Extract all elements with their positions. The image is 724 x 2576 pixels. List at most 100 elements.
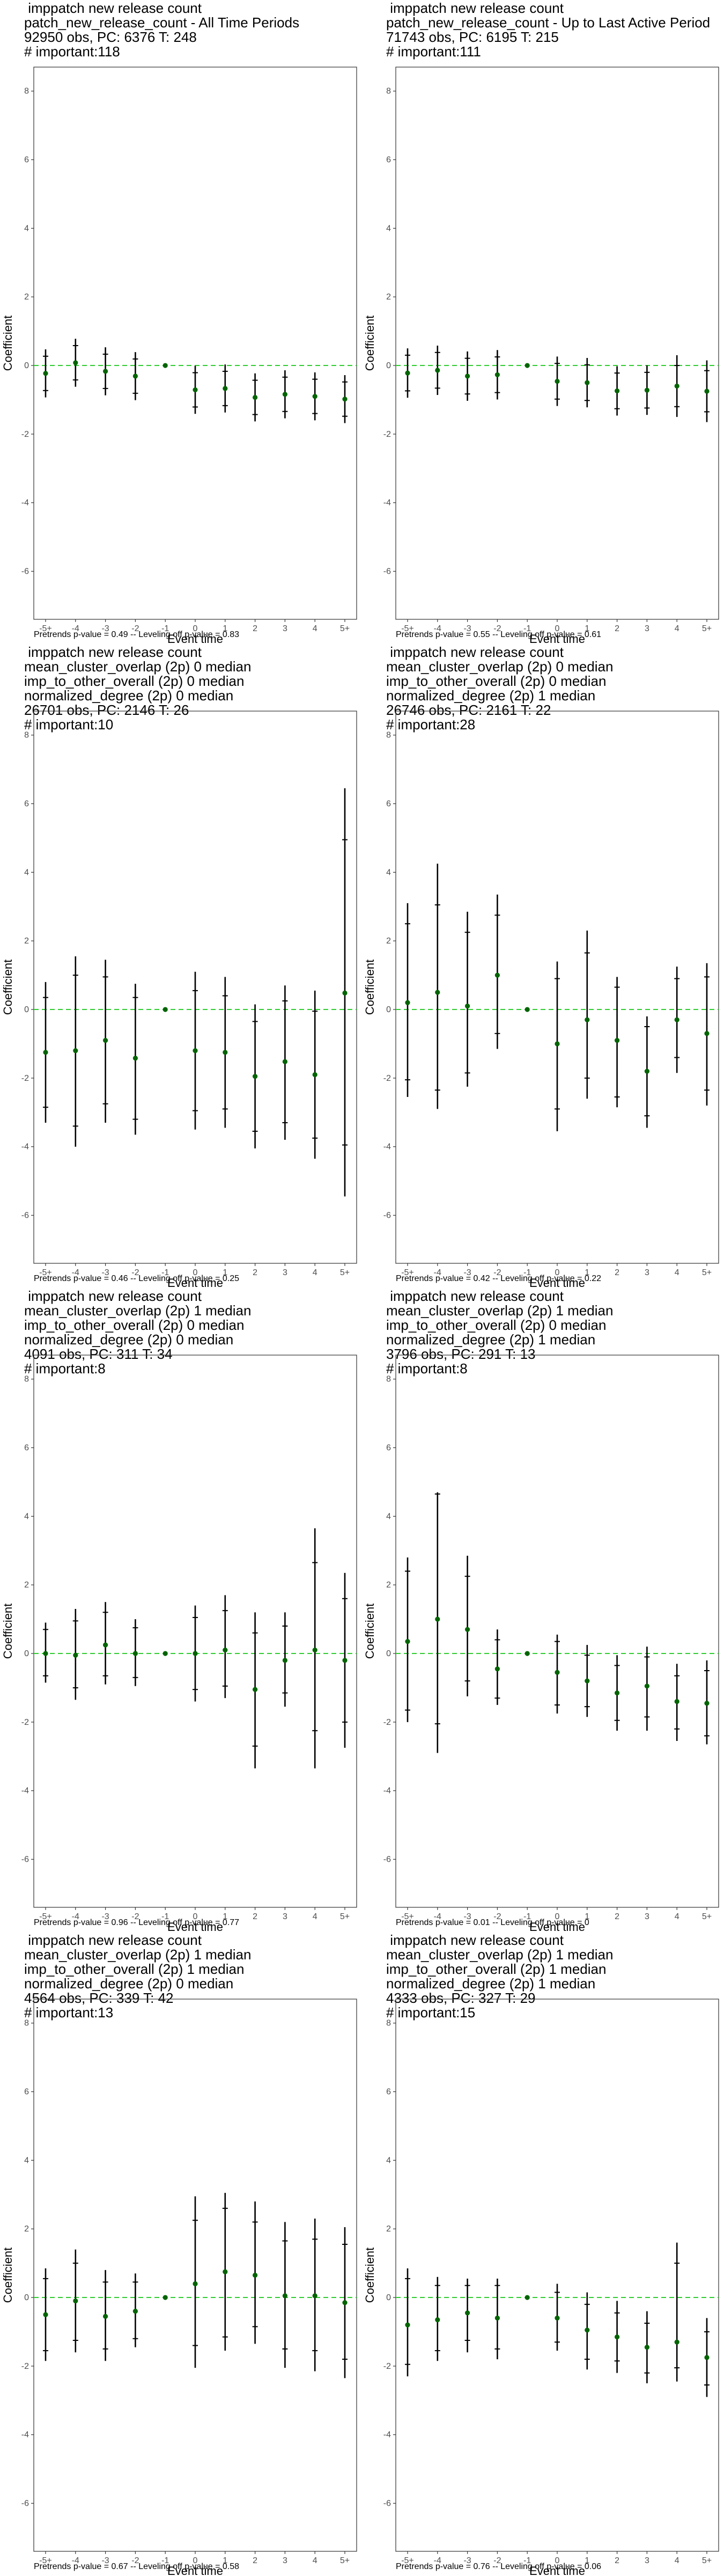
chart-title-line: normalized_degree (2p) 0 median (24, 1331, 234, 1348)
x-axis-title: Event time (529, 632, 585, 644)
chart-plot: -6 -4 -2 0 2 4 6 8 -5+ -4 -3 -2 -1 0 1 2 3 4 5+ Event time C… (1, 1999, 357, 2576)
chart-title-line: imppatch new release count (24, 0, 202, 16)
coefficient-point (103, 1037, 108, 1043)
x-tick-label: -1 (523, 2556, 531, 2565)
coefficient-point (312, 1648, 317, 1653)
coefficient-point (342, 990, 348, 996)
x-tick-label: 0 (193, 2556, 198, 2565)
coefficient-point (43, 371, 48, 376)
y-tick-label: 2 (386, 292, 391, 302)
event-study-panel-2: imppatch new release count patch_new_rele… (362, 0, 724, 644)
chart-title-line: 4333 obs, PC: 327 T: 29 (386, 1990, 536, 2006)
x-tick-label: -5+ (39, 1268, 52, 1277)
coefficient-point (585, 1017, 590, 1022)
y-tick-label: 0 (386, 361, 391, 370)
y-tick-label: -4 (21, 1143, 29, 1152)
coefficient-point (704, 2355, 710, 2360)
coefficient-point (223, 386, 228, 391)
x-tick-label: -1 (161, 1912, 169, 1921)
x-tick-label: -2 (493, 624, 501, 633)
x-axis-title: Event time (167, 2564, 223, 2576)
x-tick-label: -5+ (39, 1912, 52, 1921)
x-tick-label: 1 (585, 624, 589, 633)
y-tick-label: 2 (24, 2224, 29, 2234)
coefficient-point (405, 1000, 410, 1005)
y-tick-label: -4 (21, 499, 29, 508)
chart-title-line: mean_cluster_overlap (2p) 0 median (24, 658, 252, 675)
x-tick-label: -3 (101, 1268, 109, 1277)
coefficient-point (223, 1648, 228, 1653)
chart-title-line: imp_to_other_overall (2p) 0 median (24, 673, 245, 689)
coefficient-point (615, 1690, 620, 1696)
coefficient-point (555, 1670, 560, 1675)
coefficient-point (435, 990, 440, 995)
coefficient-point (524, 363, 530, 368)
y-tick-label: -6 (21, 1855, 29, 1864)
coefficient-point (674, 383, 679, 389)
coefficient-point (132, 1056, 138, 1061)
x-tick-label: -4 (72, 624, 79, 633)
coefficient-point (555, 378, 560, 384)
y-tick-label: 8 (24, 1375, 29, 1384)
coefficient-point (342, 2300, 348, 2306)
coefficient-point (674, 1699, 679, 1704)
chart-title-line: normalized_degree (2p) 1 median (386, 687, 596, 704)
y-tick-label: -2 (383, 1074, 391, 1083)
y-tick-label: 0 (24, 1005, 29, 1014)
y-tick-label: -6 (383, 1211, 391, 1220)
event-study-panel-4: imppatch new release count mean_cluster_o… (362, 644, 724, 1288)
x-tick-label: -2 (493, 2556, 501, 2565)
chart-plot: -6 -4 -2 0 2 4 6 8 -5+ -4 -3 -2 -1 0 1 2 3 4 5+ Event time C… (1, 67, 357, 644)
coefficient-point (644, 1069, 649, 1074)
y-tick-label: -2 (383, 430, 391, 439)
chart-title-line: imppatch new release count (386, 1288, 564, 1304)
x-tick-label: 3 (283, 2556, 287, 2565)
chart-title-line: # important:28 (386, 716, 476, 733)
y-tick-label: 8 (24, 731, 29, 740)
coefficient-point (615, 1037, 620, 1043)
y-tick-label: 0 (24, 2293, 29, 2302)
y-tick-label: 6 (24, 1444, 29, 1453)
chart-plot: -6 -4 -2 0 2 4 6 8 -5+ -4 -3 -2 -1 0 1 2 3 4 5+ Event time C… (363, 1355, 719, 1932)
y-tick-label: 8 (386, 731, 391, 740)
chart-title: imppatch new release count patch_new_rele… (386, 1, 710, 59)
y-tick-label: -2 (21, 2362, 29, 2371)
x-tick-label: -5+ (401, 624, 414, 633)
chart-title-line: imp_to_other_overall (2p) 1 median (386, 1961, 607, 1977)
y-tick-label: -2 (383, 2362, 391, 2371)
x-tick-label: 3 (645, 2556, 649, 2565)
x-tick-label: 4 (675, 624, 679, 633)
chart-title-line: normalized_degree (2p) 0 median (24, 1975, 234, 1992)
chart-title: imppatch new release count patch_new_rele… (24, 1, 299, 59)
coefficient-point (524, 2295, 530, 2300)
chart-plot: -6 -4 -2 0 2 4 6 8 -5+ -4 -3 -2 -1 0 1 2 3 4 5+ Event time C… (1, 1355, 357, 1932)
chart-title-line: # important:13 (24, 2004, 114, 2021)
y-tick-label: -6 (21, 1211, 29, 1220)
coefficient-point (342, 1658, 348, 1663)
coefficient-point (282, 392, 288, 397)
x-tick-label: -1 (161, 1268, 169, 1277)
x-tick-label: -1 (161, 2556, 169, 2565)
chart-plot: -6 -4 -2 0 2 4 6 8 -5+ -4 -3 -2 -1 0 1 2 3 4 5+ Event time C… (363, 1999, 719, 2576)
y-tick-label: 8 (386, 1375, 391, 1384)
chart-title-line: 26701 obs, PC: 2146 T: 26 (24, 702, 189, 718)
coefficient-point (103, 1642, 108, 1648)
chart-title-line: imp_to_other_overall (2p) 0 median (386, 673, 607, 689)
x-tick-label: 4 (313, 2556, 317, 2565)
chart-title-line: # important:15 (386, 2004, 476, 2021)
coefficient-point (43, 2312, 48, 2317)
x-tick-label: -4 (72, 1268, 79, 1277)
y-tick-label: 2 (386, 2224, 391, 2234)
y-tick-label: 6 (386, 156, 391, 165)
y-tick-label: 4 (24, 868, 29, 877)
chart-title-line: imp_to_other_overall (2p) 0 median (24, 1317, 245, 1333)
x-tick-label: -5+ (39, 624, 52, 633)
coefficient-point (585, 2328, 590, 2333)
chart-title-line: 4564 obs, PC: 339 T: 42 (24, 1990, 174, 2006)
chart-title-line: imp_to_other_overall (2p) 1 median (24, 1961, 245, 1977)
coefficient-point (435, 2317, 440, 2323)
x-tick-label: -2 (131, 1912, 139, 1921)
chart-title-line: mean_cluster_overlap (2p) 0 median (386, 658, 614, 675)
chart-plot: -6 -4 -2 0 2 4 6 8 -5+ -4 -3 -2 -1 0 1 2 3 4 5+ Event time C… (363, 711, 719, 1288)
y-axis-title: Coefficient (363, 316, 376, 371)
